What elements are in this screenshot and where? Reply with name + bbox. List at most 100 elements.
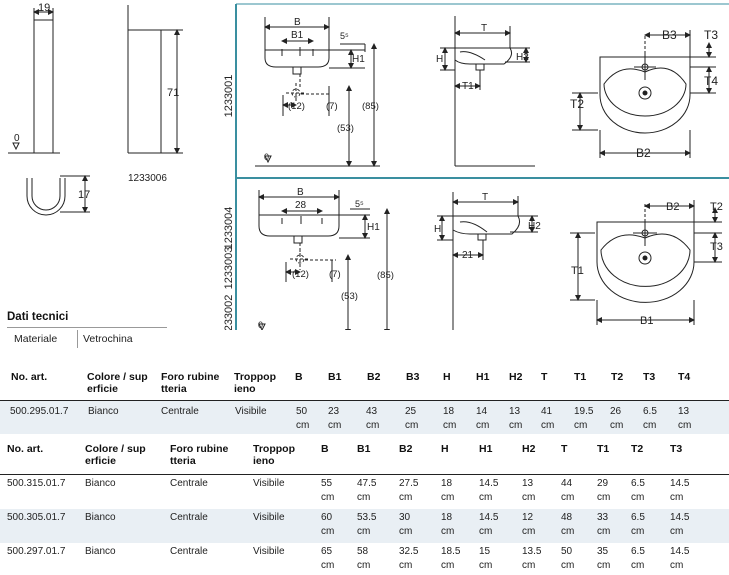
dim-pedestal-depth: 17 [78, 189, 90, 201]
lbl-H-top: H [436, 54, 443, 65]
cell-H: 18 cm [443, 406, 457, 431]
lbl-T2-top: T2 [570, 97, 584, 111]
col-header: B1 [328, 371, 342, 383]
cell-tap-hole: Centrale [161, 406, 199, 417]
cell-B: 65 cm [321, 546, 335, 571]
lbl-28-bottom: 28 [295, 200, 307, 211]
pedestal-side-view [127, 5, 183, 154]
cell-B2: 43 cm [366, 406, 380, 431]
cell-H: 18 cm [441, 512, 455, 537]
cell-T2: 6.5 cm [631, 512, 645, 537]
cell-color: Bianco [85, 546, 116, 557]
lbl-B3-top: B3 [662, 28, 677, 42]
col-header: B3 [406, 371, 420, 383]
cell-T3: 14.5 cm [670, 546, 690, 571]
col-header: Colore / sup erficie [87, 371, 148, 395]
col-header: H [443, 371, 451, 383]
basin-side-view-top [440, 16, 535, 167]
lbl-H1-top: H1 [352, 54, 365, 65]
col-header: H [441, 443, 449, 455]
cell-art-no: 500.305.01.7 [7, 512, 66, 523]
code-top: 1233001 [223, 75, 235, 118]
col-header: B2 [367, 371, 381, 383]
lbl-d12-top: (12) [288, 101, 305, 112]
cell-T3: 6.5 cm [643, 406, 657, 431]
col-header: T3 [670, 443, 683, 455]
lbl-B1-top: B1 [291, 30, 304, 41]
cell-tap-hole: Centrale [170, 478, 208, 489]
col-header: T1 [597, 443, 610, 455]
cell-H: 18.5 cm [441, 546, 461, 571]
lbl-H-bottom: H [434, 224, 441, 235]
lbl-B2-bottom: B2 [666, 201, 679, 213]
col-header: B [321, 443, 329, 455]
col-header: Foro rubine tteria [161, 371, 220, 395]
lbl-H2-bottom: H2 [528, 221, 541, 232]
lbl-B-top: B [294, 17, 301, 28]
lbl-d12-bottom: (12) [292, 269, 309, 280]
col-header: T2 [631, 443, 644, 455]
cell-overflow: Visibile [253, 512, 285, 523]
lbl-B1-bottom: B1 [640, 315, 653, 327]
lbl-T1-top: T1 [462, 81, 474, 92]
dim-pedestal-width: 19 [38, 2, 50, 14]
zero-label-top: 0 [264, 152, 269, 162]
col-header: B2 [399, 443, 413, 455]
lbl-T1-bottom: T1 [571, 265, 584, 277]
cell-H: 18 cm [441, 478, 455, 503]
cell-B: 55 cm [321, 478, 335, 503]
lbl-21-bottom: 21 [462, 250, 474, 261]
cell-color: Bianco [85, 512, 116, 523]
cell-H2: 13.5 cm [522, 546, 542, 571]
cell-B: 60 cm [321, 512, 335, 537]
cell-T: 41 cm [541, 406, 555, 431]
basin-front-view-top [255, 17, 380, 167]
cell-B1: 23 cm [328, 406, 342, 431]
cell-H1: 15 cm [479, 546, 493, 571]
lbl-H1-bottom: H1 [367, 222, 380, 233]
cell-T2: 26 cm [610, 406, 624, 431]
basin-front-view-bottom [258, 190, 390, 330]
pedestal-code: 1233006 [128, 173, 167, 184]
lbl-d85-bottom: (85) [377, 270, 394, 281]
col-header: Colore / sup erficie [85, 443, 146, 467]
lbl-T2-bottom: T2 [710, 201, 723, 213]
col-header: B1 [357, 443, 371, 455]
lbl-T-top: T [481, 23, 487, 34]
lbl-H2-top: H2 [516, 52, 529, 63]
dim-pedestal-height: 71 [167, 87, 179, 99]
cell-T1: 29 cm [597, 478, 611, 503]
basin-top-view-top [572, 30, 716, 158]
cell-H2: 13 cm [522, 478, 536, 503]
cell-overflow: Visibile [253, 546, 285, 557]
cell-color: Bianco [88, 406, 119, 417]
col-header: H2 [522, 443, 536, 455]
cell-B1: 53.5 cm [357, 512, 377, 537]
col-header: No. art. [7, 443, 44, 455]
pedestal-top-view [26, 175, 90, 216]
cell-T3: 14.5 cm [670, 478, 690, 503]
lbl-d53-top: (53) [337, 123, 354, 134]
col-header: H1 [476, 371, 490, 383]
cell-T3: 14.5 cm [670, 512, 690, 537]
cell-H1: 14 cm [476, 406, 490, 431]
table-row [0, 509, 729, 543]
col-header: T4 [678, 371, 691, 383]
cell-H2: 12 cm [522, 512, 536, 537]
cell-art-no: 500.315.01.7 [7, 478, 66, 489]
col-header: T3 [643, 371, 656, 383]
cell-overflow: Visibile [253, 478, 285, 489]
divider [7, 327, 167, 328]
lbl-d7-bottom: (7) [329, 269, 341, 280]
col-header: Troppop ieno [234, 371, 276, 395]
lbl-T-bottom: T [482, 192, 488, 203]
col-header: Troppop ieno [253, 443, 295, 467]
drawing-frames [235, 3, 729, 330]
cell-H2: 13 cm [509, 406, 523, 431]
divider [77, 330, 78, 348]
zero-label: 0 [14, 133, 20, 144]
code-bottom-3: 1233002 [223, 295, 235, 330]
technical-drawing: 19 71 1233006 17 0 1233001 1233004 12330… [8, 2, 729, 330]
lbl-T4-top: T4 [704, 74, 718, 88]
cell-H1: 14.5 cm [479, 512, 499, 537]
